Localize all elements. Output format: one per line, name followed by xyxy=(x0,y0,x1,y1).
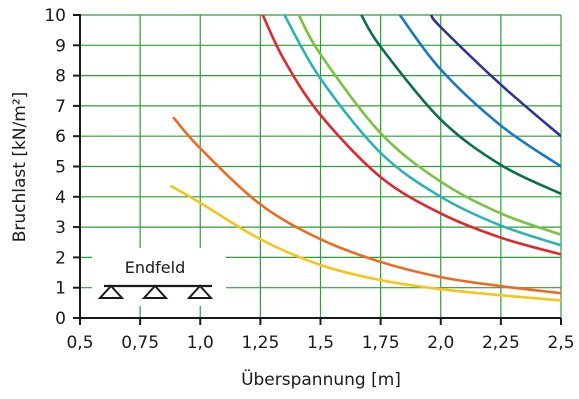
inset-background xyxy=(92,248,226,306)
y-tick-label: 2 xyxy=(55,248,66,268)
series-line-6 xyxy=(360,15,561,196)
series-line-8 xyxy=(429,15,561,138)
y-tick-label: 0 xyxy=(55,309,66,329)
x-tick-label: 2,25 xyxy=(482,333,520,353)
y-tick-label: 4 xyxy=(55,188,66,208)
x-tick-label: 1,5 xyxy=(307,333,334,353)
series-line-4 xyxy=(283,15,561,247)
y-tick-label: 10 xyxy=(44,6,66,26)
y-tick-label: 6 xyxy=(55,127,66,147)
x-tick-label: 1,75 xyxy=(362,333,400,353)
y-axis-title: Bruchlast [kN/m²] xyxy=(10,92,30,243)
y-tick-label: 7 xyxy=(55,97,66,117)
grid-layer xyxy=(80,14,562,318)
support-left xyxy=(97,284,125,299)
y-tick-label: 3 xyxy=(55,218,66,238)
x-tick-label: 0,5 xyxy=(66,333,93,353)
x-tick-label: 2,0 xyxy=(427,333,454,353)
series-line-2 xyxy=(172,116,561,295)
y-tick-label: 5 xyxy=(55,158,66,178)
series-line-1 xyxy=(170,184,561,302)
inset-label: Endfeld xyxy=(125,258,185,277)
support-right xyxy=(186,284,214,299)
x-tick-label: 0,75 xyxy=(121,333,159,353)
series-line-7 xyxy=(398,15,561,168)
series-line-3 xyxy=(261,15,561,256)
y-tick-label: 1 xyxy=(55,279,66,299)
y-tick-label: 8 xyxy=(55,67,66,87)
endfeld-inset: Endfeld xyxy=(92,248,226,306)
x-axis-title: Überspannung [m] xyxy=(241,368,401,390)
series-layer xyxy=(170,15,561,302)
support-middle xyxy=(141,284,169,299)
x-tick-label: 1,25 xyxy=(241,333,279,353)
x-tick-label: 1,0 xyxy=(187,333,214,353)
axes-layer xyxy=(73,14,561,325)
x-tick-label: 2,5 xyxy=(547,333,574,353)
y-tick-label: 9 xyxy=(55,36,66,56)
series-line-5 xyxy=(297,15,561,236)
ticks-layer: 0,5 0,75 1,0 1,25 1,5 1,75 2,0 2,25 2,5 0 1 2 3 4 5 6 7 8… xyxy=(44,6,574,353)
